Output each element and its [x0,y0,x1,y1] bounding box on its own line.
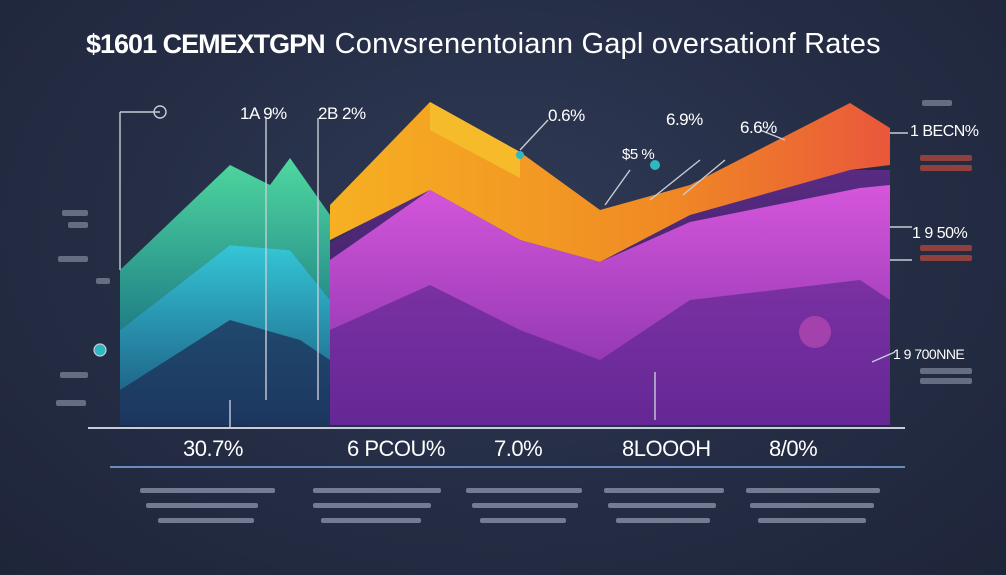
sub-text-line [920,368,972,374]
y-axis-tick [60,372,88,378]
annotation-label: 6.9% [666,110,703,129]
x-axis-label: 8/0% [769,436,818,461]
area-teal [120,158,330,330]
title-part-2: Convsrenentoiann Gapl oversationf Rates [334,28,881,60]
footer-text-block [140,488,275,533]
annotation-label: 6.6% [740,118,777,137]
y-axis-tick [96,278,110,284]
annotation-label: 1A 9% [240,104,287,123]
bubble-marker [799,316,831,348]
annotation-label: 1 9 700NNE [893,346,965,362]
x-axis-label: 30.7% [183,436,243,461]
annotation-label: 0.6% [548,106,585,125]
x-axis-label: 6 PCOU% [347,436,445,461]
x-axis-label: 8LOOOH [622,436,711,461]
x-axis-label: 7.0% [494,436,543,461]
area-orange-facet [430,102,520,178]
footer-text-block [313,488,441,533]
sub-text-line [920,155,972,161]
title-part-1: $1601 CEMEXTGPN [86,29,326,59]
area-front-dark [120,320,330,425]
y-axis-tick [68,222,88,228]
leader-lines [119,111,912,428]
footer-text-block [604,488,724,533]
annotation-label: $5 % [622,146,655,163]
annotation-label: 2B 2% [318,104,366,123]
y-axis-tick [58,256,88,262]
y-axis-tick [56,400,86,406]
sub-text-line [920,255,972,261]
chart-title: $1601 CEMEXTGPN Convsrenentoiann Gapl ove… [86,28,881,61]
sub-text-line [922,100,952,106]
footer-text-block [466,488,584,533]
annotation-label: 1 BECN% [910,123,979,140]
sub-text-line [920,165,972,171]
footer-text-block [746,488,880,533]
annotation-label: 1 9 50% [912,225,968,242]
y-axis-tick [62,210,88,216]
sub-text-line [920,245,972,251]
area-front-violet [330,280,890,425]
sub-text-line [920,378,972,384]
